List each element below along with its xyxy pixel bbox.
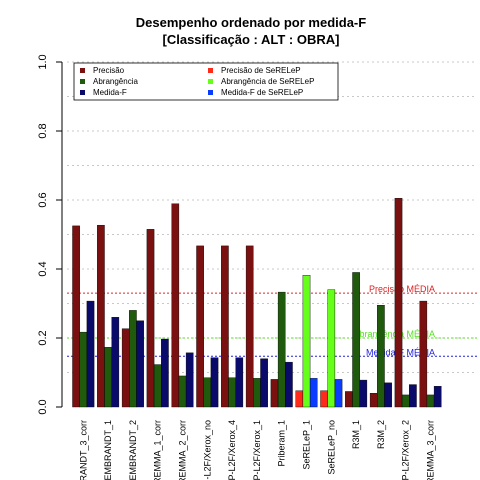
chart-subtitle: [Classificação : ALT : OBRA] — [163, 32, 340, 47]
bar-precis-o — [394, 198, 403, 408]
bar-precis-o — [97, 224, 105, 408]
legend-label: Abrangência de SeRELeP — [221, 77, 314, 86]
bar-medida-f — [309, 378, 318, 408]
bar-abrang-ncia — [401, 394, 410, 408]
bar-precis-o — [345, 391, 353, 408]
bar-precis-o — [270, 379, 279, 408]
y-tick-label: 0.8 — [37, 123, 49, 138]
bar-abrang-ncia — [302, 275, 311, 408]
legend-label: Abrangência — [93, 77, 138, 86]
bar-abrang-ncia — [377, 305, 385, 408]
bar-precis-o — [196, 245, 204, 408]
bar-precis-o — [295, 390, 304, 408]
bar-precis-o — [419, 300, 428, 408]
y-tick-label: 0.0 — [37, 399, 49, 414]
category-label: SeRELeP_no — [326, 420, 336, 475]
bar-medida-f — [161, 338, 169, 408]
legend-swatch — [208, 79, 213, 84]
bar-medida-f — [235, 357, 244, 408]
bar-precis-o — [171, 203, 180, 408]
legend-swatch — [80, 90, 85, 95]
grid-lines — [67, 61, 477, 373]
legend-label: Precisão — [93, 66, 125, 75]
bar-abrang-ncia — [277, 291, 286, 408]
y-tick-label: 1.0 — [37, 54, 49, 69]
bar-medida-f — [210, 357, 219, 408]
category-label: Priberam_1 — [277, 420, 287, 467]
category-label: REMMA_2_corr — [178, 420, 188, 480]
legend-box — [73, 62, 339, 101]
bar-abrang-ncia — [178, 375, 187, 408]
bar-medida-f — [111, 317, 120, 408]
category-label: P-L2F/Xerox_1 — [252, 420, 262, 480]
category-label: R3M_1 — [351, 420, 361, 449]
category-label: SeRELeP_1 — [302, 420, 312, 470]
bar-precis-o — [245, 245, 254, 408]
bar-precis-o — [221, 245, 229, 408]
bar-medida-f — [86, 300, 95, 408]
reference-line-label: Abrangência MÉDIA — [353, 329, 435, 339]
legend-swatch — [208, 68, 213, 73]
legend-swatch — [80, 68, 85, 73]
category-label: P-L2F/Xerox_2 — [401, 420, 411, 480]
legend-label: Medida-F — [93, 88, 127, 97]
bar-abrang-ncia — [426, 394, 435, 408]
bar-abrang-ncia — [129, 310, 137, 408]
bar-precis-o — [320, 390, 328, 408]
legend-label: Precisão de SeRELeP — [221, 66, 301, 75]
bar-medida-f — [260, 358, 268, 408]
x-axis-labels: RANDT_3_corr EMBRANDT_1 EMBRANDT_2 REMMA_1_… — [78, 420, 435, 480]
chart-title: Desempenho ordenado por medida-F — [136, 15, 366, 30]
bar-abrang-ncia — [79, 331, 88, 408]
legend-label: Medida-F de SeRELeP — [221, 88, 303, 97]
bar-precis-o — [72, 225, 80, 408]
bar-abrang-ncia — [104, 347, 112, 408]
category-label: EMBRANDT_2 — [128, 420, 138, 480]
legend-swatch — [80, 79, 85, 84]
bar-abrang-ncia — [352, 272, 360, 408]
bars — [72, 198, 442, 408]
y-tick-label: 0.4 — [37, 261, 49, 276]
category-label: P-L2F/Xerox_no — [202, 420, 212, 480]
bar-abrang-ncia — [253, 378, 261, 408]
bar-medida-f — [384, 382, 392, 408]
legend-swatch — [208, 90, 213, 95]
bar-precis-o — [369, 393, 378, 408]
category-label: EMBRANDT_1 — [103, 420, 113, 480]
bar-abrang-ncia — [327, 289, 336, 408]
category-label: R3M_2 — [376, 420, 386, 449]
bar-abrang-ncia — [203, 377, 212, 408]
y-axis: 0.0 0.2 0.4 0.6 0.8 1.0 — [37, 54, 63, 415]
y-tick-label: 0.2 — [37, 330, 49, 345]
category-label: P-L2F/Xerox_4 — [227, 420, 237, 480]
bar-medida-f — [285, 361, 293, 408]
bar-medida-f — [433, 386, 442, 408]
bar-medida-f — [359, 379, 368, 408]
category-label: REMMA_1_corr — [153, 420, 163, 480]
bar-medida-f — [334, 379, 343, 408]
category-label: REMMA_3_corr — [426, 420, 436, 480]
y-tick-label: 0.6 — [37, 192, 49, 207]
bar-medida-f — [185, 352, 194, 408]
category-label: RANDT_3_corr — [78, 420, 88, 480]
bar-precis-o — [146, 229, 155, 408]
bar-medida-f — [409, 384, 417, 408]
legend: Precisão Abrangência Medida-F Precisão de S… — [73, 62, 339, 101]
bar-medida-f — [136, 320, 144, 408]
bar-precis-o — [121, 328, 130, 408]
bar-abrang-ncia — [153, 364, 162, 408]
bar-abrang-ncia — [228, 377, 236, 408]
